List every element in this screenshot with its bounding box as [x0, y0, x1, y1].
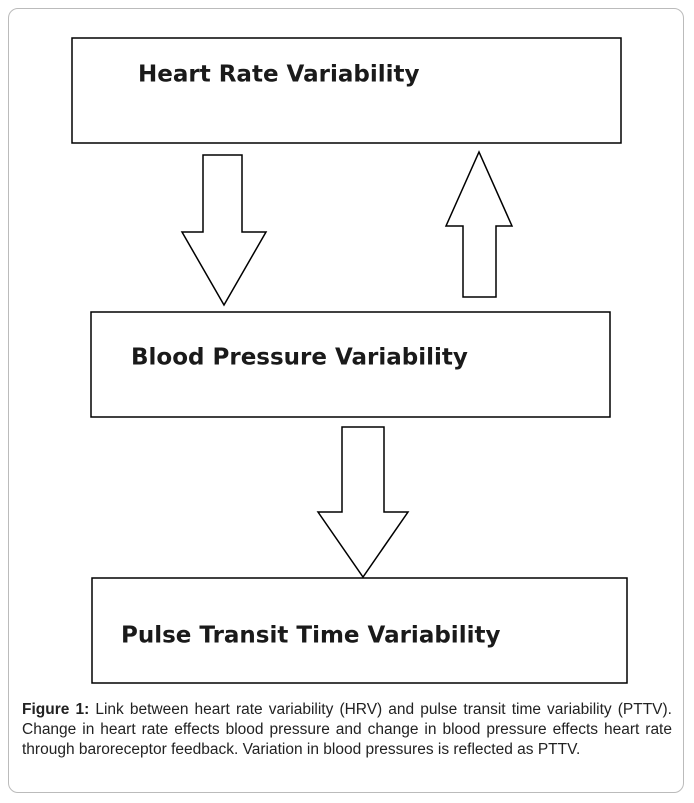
node-label: Pulse Transit Time Variability — [121, 623, 500, 649]
arrow-down — [180, 154, 268, 307]
node-box — [71, 37, 622, 144]
arrow-down — [316, 426, 410, 579]
caption-label: Figure 1: — [22, 701, 90, 718]
figure-frame — [8, 8, 684, 793]
node-box — [90, 311, 611, 418]
node-box — [91, 577, 628, 684]
caption: Figure 1: Link between heart rate variab… — [22, 700, 672, 760]
arrow-up — [444, 150, 514, 298]
node-label: Heart Rate Variability — [138, 62, 419, 88]
node-label: Blood Pressure Variability — [131, 345, 468, 371]
caption-text: Link between heart rate variability (HRV… — [22, 701, 672, 758]
